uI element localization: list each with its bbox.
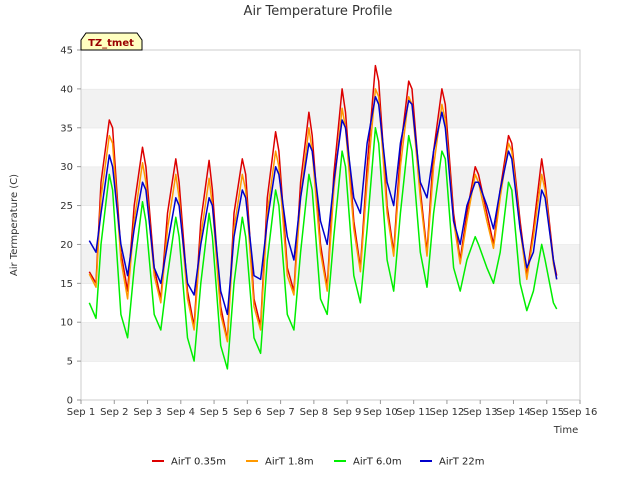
x-tick-label: Sep 7 — [266, 407, 294, 418]
tz-annotation-label: TZ_tmet — [88, 38, 134, 49]
y-tick-label: 35 — [60, 123, 73, 134]
series-lines — [88, 64, 558, 370]
legend: AirT 0.35m AirT 1.8m AirT 6.0m AirT 22m — [152, 457, 484, 468]
x-tick-label: Sep 8 — [300, 407, 328, 418]
x-axis-ticks: Sep 1 Sep 2 Sep 3 Sep 4 Sep 5 Sep 6 Sep 7 Sep 8… — [67, 400, 598, 418]
x-tick-label: Sep 3 — [133, 407, 161, 418]
x-tick-label: Sep 11 — [396, 407, 431, 418]
series-line — [88, 64, 558, 341]
plot-frame — [80, 49, 581, 401]
x-tick-label: Sep 13 — [463, 407, 498, 418]
grid-band — [81, 166, 580, 206]
y-tick-label: 5 — [67, 357, 73, 368]
x-tick-label: Sep 6 — [233, 407, 261, 418]
y-tick-label: 20 — [60, 240, 73, 251]
x-axis-label: Time — [553, 425, 578, 436]
legend-label: AirT 6.0m — [353, 457, 402, 468]
y-tick-label: 40 — [60, 84, 73, 95]
x-tick-label: Sep 15 — [529, 407, 564, 418]
legend-label: AirT 22m — [439, 457, 484, 468]
x-tick-label: Sep 9 — [333, 407, 361, 418]
chart-title: Air Temperature Profile — [244, 4, 393, 19]
y-tick-label: 45 — [60, 46, 73, 57]
y-tick-label: 10 — [60, 318, 73, 329]
y-tick-label: 30 — [60, 162, 73, 173]
y-tick-label: 15 — [60, 279, 73, 290]
grid-band — [81, 322, 580, 362]
x-tick-label: Sep 1 — [67, 407, 95, 418]
y-axis-label: Air Termperature (C) — [9, 174, 20, 276]
series-line — [88, 127, 558, 370]
x-tick-label: Sep 4 — [167, 407, 195, 418]
x-tick-label: Sep 5 — [200, 407, 228, 418]
x-tick-label: Sep 10 — [363, 407, 398, 418]
y-axis-ticks: 0 5 10 15 20 25 30 35 40 45 — [60, 46, 81, 407]
series-line — [88, 88, 558, 343]
x-tick-label: Sep 2 — [100, 407, 128, 418]
series-line — [88, 95, 558, 316]
legend-label: AirT 0.35m — [171, 457, 226, 468]
grid-band — [81, 361, 580, 400]
grid-band — [81, 127, 580, 167]
tz-annotation-box — [80, 32, 143, 51]
legend-label: AirT 1.8m — [265, 457, 314, 468]
x-tick-label: Sep 12 — [430, 407, 465, 418]
x-tick-label: Sep 16 — [563, 407, 598, 418]
y-tick-label: 0 — [67, 396, 73, 407]
x-tick-label: Sep 14 — [496, 407, 531, 418]
grid-band — [81, 50, 580, 89]
grid-band — [81, 88, 580, 128]
y-tick-label: 25 — [60, 201, 73, 212]
tz-annotation: TZ_tmet — [80, 32, 143, 51]
